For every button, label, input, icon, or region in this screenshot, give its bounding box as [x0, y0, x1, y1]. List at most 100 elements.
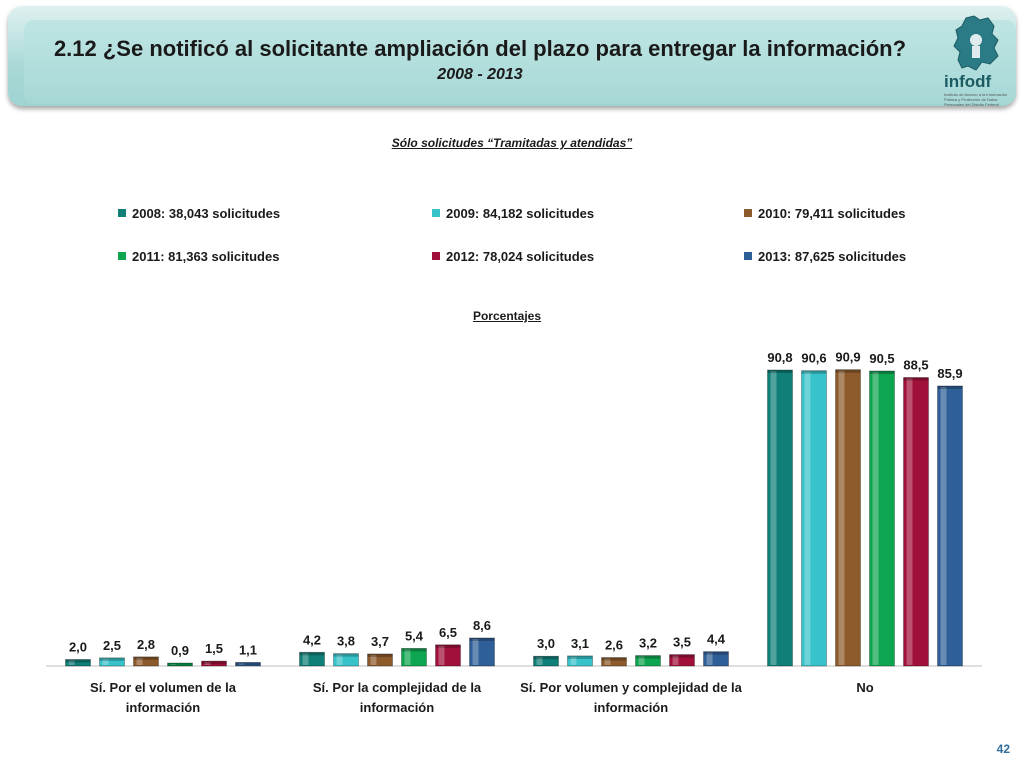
bar-top-edge: [65, 659, 91, 663]
bar-3-2: [567, 655, 593, 667]
value-label: 3,8: [337, 634, 355, 649]
bar-top-edge: [99, 657, 125, 661]
bar-top-edge: [835, 369, 861, 373]
bar-highlight: [536, 657, 543, 665]
bar-1-5: [201, 660, 227, 667]
legend-swatch: [744, 209, 752, 217]
bar-highlight: [302, 653, 309, 665]
bar-2-3: [367, 653, 393, 667]
bar-4-5: [903, 377, 929, 667]
bar-3-1: [533, 655, 559, 667]
page-number: 42: [996, 742, 1010, 756]
logo-text: infodf: [944, 72, 992, 91]
value-label: 0,9: [171, 643, 189, 658]
value-label: 8,6: [473, 618, 491, 633]
bar-1-3: [133, 656, 159, 667]
header-band: [8, 6, 1016, 106]
bar-highlight: [706, 652, 713, 665]
bar-top-edge: [133, 656, 159, 660]
value-label: 90,8: [767, 350, 792, 365]
bar-highlight: [604, 658, 611, 665]
value-label: 3,1: [571, 636, 589, 651]
category-label: información: [360, 700, 434, 715]
bar-top-edge: [669, 654, 695, 658]
bar-top-edge: [903, 377, 929, 381]
bar-2-2: [333, 653, 359, 667]
legend-label: 2012: 78,024 solicitudes: [446, 249, 595, 264]
map-icon: [953, 15, 999, 71]
legend-swatch: [118, 209, 126, 217]
bar-3-5: [669, 654, 695, 667]
bar-highlight: [238, 663, 245, 665]
category-label: información: [594, 700, 668, 715]
legend-label: 2010: 79,411 solicitudes: [758, 206, 906, 221]
legend-item-5: 2012: 78,024 solicitudes: [432, 249, 594, 264]
bar-top-edge: [869, 370, 895, 374]
logo-subtext: Instituto de Acceso a la Información Púb…: [944, 92, 1008, 107]
bar-highlight: [672, 655, 679, 665]
bar-top-edge: [235, 662, 261, 666]
value-label: 2,8: [137, 637, 155, 652]
legend-label: 2009: 84,182 solicitudes: [446, 206, 595, 221]
value-label: 5,4: [405, 628, 424, 643]
header-inner-panel: [24, 20, 1016, 104]
category-label: Sí. Por volumen y complejidad de la: [520, 680, 743, 695]
bar-chart: 2,0 2,5 2,8 0,9 1,5 1,1 Sí. Por el volumen de …: [46, 350, 982, 715]
legend-label: 2011: 81,363 solicitudes: [132, 249, 280, 264]
bar-highlight: [336, 654, 343, 665]
bar-3-3: [601, 657, 627, 667]
value-label: 2,0: [69, 639, 87, 654]
legend-item-2: 2009: 84,182 solicitudes: [432, 206, 594, 221]
legend-swatch: [432, 252, 440, 260]
value-label: 3,5: [673, 635, 691, 650]
bar-top-edge: [635, 655, 661, 659]
value-label: 3,0: [537, 636, 555, 651]
legend-label: 2013: 87,625 solicitudes: [758, 249, 907, 264]
legend-item-3: 2010: 79,411 solicitudes: [744, 206, 905, 221]
bar-highlight: [940, 386, 947, 665]
bar-1-2: [99, 657, 125, 667]
bar-top-edge: [533, 656, 559, 660]
page-title: 2.12 ¿Se notificó al solicitante ampliac…: [53, 36, 907, 61]
bar-top-edge: [367, 653, 393, 657]
bar-top-edge: [567, 655, 593, 659]
bar-4-3: [835, 369, 861, 667]
bar-highlight: [906, 378, 913, 665]
bar-highlight: [638, 656, 645, 665]
bar-highlight: [472, 638, 479, 665]
bar-top-edge: [435, 644, 461, 648]
category-label: Sí. Por la complejidad de la: [313, 680, 482, 695]
legend-swatch: [744, 252, 752, 260]
filter-note: Sólo solicitudes “Tramitadas y atendidas…: [391, 136, 633, 150]
legend-item-4: 2011: 81,363 solicitudes: [118, 249, 279, 264]
bar-top-edge: [333, 653, 359, 657]
bar-highlight: [804, 371, 811, 665]
bar-highlight: [438, 645, 445, 665]
bar-3-4: [635, 655, 661, 667]
value-label: 3,2: [639, 636, 657, 651]
bar-4-2: [801, 370, 827, 667]
value-label: 2,6: [605, 638, 623, 653]
infodf-logo: infodf Instituto de Acceso a la Informac…: [944, 14, 1008, 107]
value-label: 4,4: [707, 632, 726, 647]
bar-4-4: [869, 370, 895, 667]
value-label: 90,5: [869, 351, 894, 366]
value-label: 2,5: [103, 638, 121, 653]
bar-top-edge: [201, 661, 227, 665]
chart-title: Porcentajes: [472, 309, 542, 323]
bar-highlight: [838, 370, 845, 665]
value-label: 1,1: [239, 642, 257, 657]
bar-2-5: [435, 644, 461, 667]
bar-1-1: [65, 659, 91, 667]
legend-item-1: 2008: 38,043 solicitudes: [118, 206, 280, 221]
value-label: 3,7: [371, 634, 389, 649]
bar-highlight: [204, 662, 211, 665]
category-label: información: [126, 700, 200, 715]
legend-item-6: 2013: 87,625 solicitudes: [744, 249, 906, 264]
bar-top-edge: [299, 652, 325, 656]
value-label: 1,5: [205, 641, 223, 656]
value-label: 88,5: [903, 357, 928, 372]
bar-top-edge: [601, 657, 627, 661]
bar-4-6: [937, 385, 963, 667]
page-subtitle: 2008 - 2013: [437, 66, 523, 83]
